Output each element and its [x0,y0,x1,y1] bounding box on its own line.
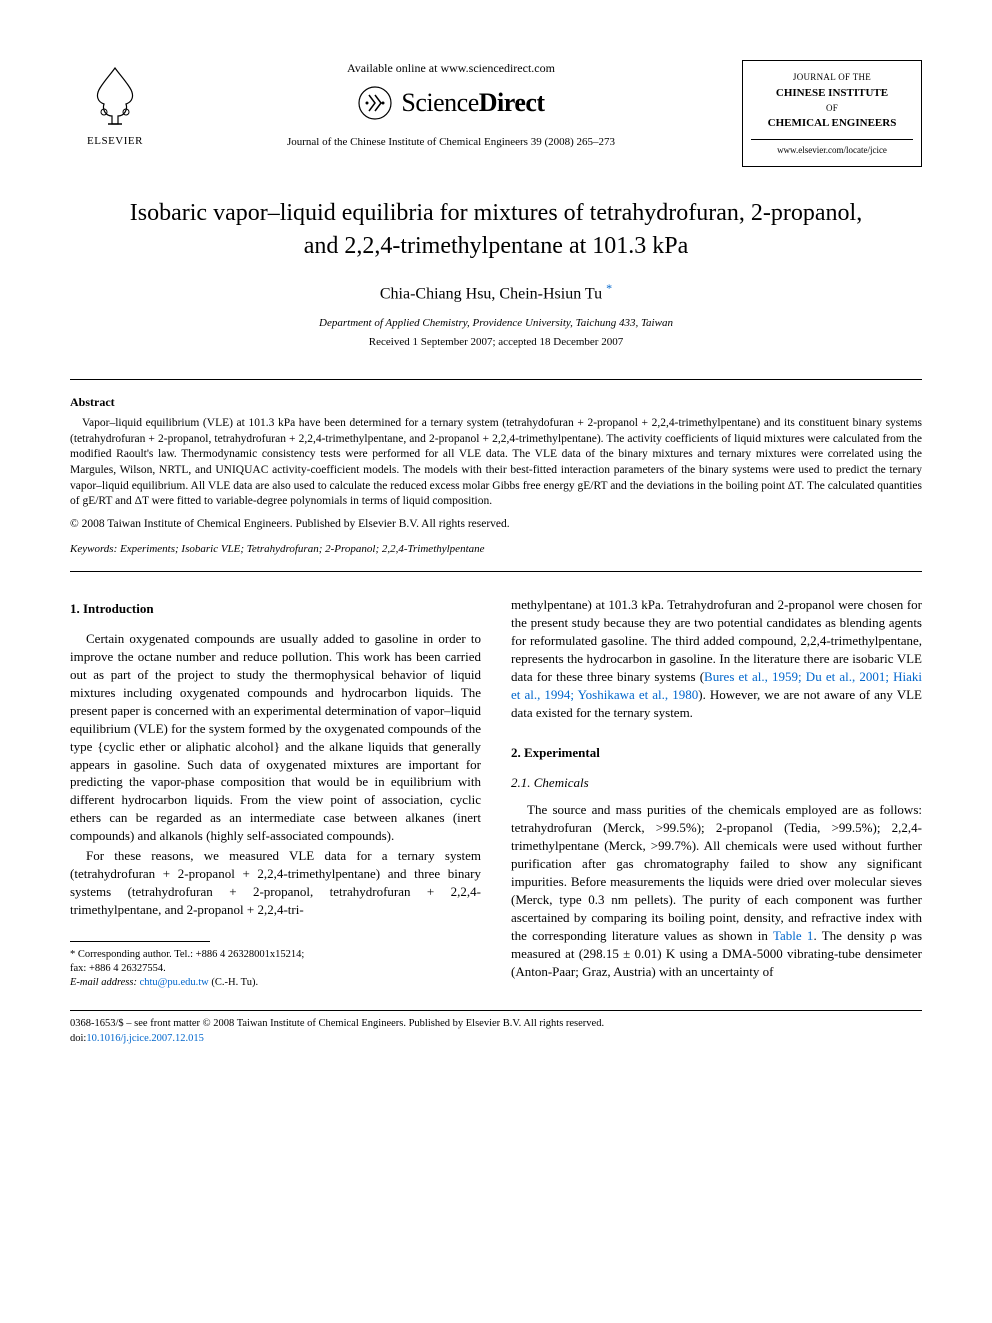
footer-block: 0368-1653/$ – see front matter © 2008 Ta… [70,1017,922,1045]
keywords-label: Keywords: [70,543,117,555]
elsevier-label: ELSEVIER [87,134,143,149]
email-suffix: (C.-H. Tu). [209,977,258,988]
sciencedirect-text: ScienceDirect [401,85,544,121]
footer-rule [70,1010,922,1011]
chemicals-heading: 2.1. Chemicals [511,774,922,792]
corresponding-author-mark: * [606,281,612,295]
doi-link[interactable]: 10.1016/j.jcice.2007.12.015 [86,1033,204,1044]
spacer [511,722,922,740]
abstract-body: Vapor–liquid equilibrium (VLE) at 101.3 … [70,417,922,507]
intro-paragraph-2: For these reasons, we measured VLE data … [70,847,481,919]
journal-box-divider [751,139,913,140]
footnote-rule [70,941,210,942]
keywords-line: Keywords: Experiments; Isobaric VLE; Tet… [70,542,922,557]
header-row: ELSEVIER Available online at www.science… [70,60,922,167]
table-1-ref[interactable]: Table 1 [773,928,813,943]
footnote-fax: fax: +886 4 26327554. [70,962,481,976]
footnote-tel: * Corresponding author. Tel.: +886 4 263… [70,948,481,962]
journal-box-line1: JOURNAL OF THE [751,71,913,84]
right-column: methylpentane) at 101.3 kPa. Tetrahydrof… [511,596,922,990]
affiliation: Department of Applied Chemistry, Provide… [70,316,922,331]
journal-title-box: JOURNAL OF THE CHINESE INSTITUTE OF CHEM… [742,60,922,167]
elsevier-publisher-block: ELSEVIER [70,60,160,149]
authors-line: Chia-Chiang Hsu, Chein-Hsiun Tu * [70,280,922,306]
rule-below-abstract [70,571,922,572]
available-online-text: Available online at www.sciencedirect.co… [180,60,722,77]
journal-box-line4: CHEMICAL ENGINEERS [751,116,913,130]
journal-box-line3: OF [751,102,913,115]
two-column-body: 1. Introduction Certain oxygenated compo… [70,596,922,990]
introduction-heading: 1. Introduction [70,600,481,618]
journal-citation: Journal of the Chinese Institute of Chem… [180,135,722,150]
elsevier-tree-icon [80,60,150,130]
doi-line: doi:10.1016/j.jcice.2007.12.015 [70,1032,922,1046]
page-container: ELSEVIER Available online at www.science… [0,0,992,1086]
sciencedirect-icon [357,85,393,121]
email-link[interactable]: chtu@pu.edu.tw [140,977,209,988]
abstract-heading: Abstract [70,394,922,411]
center-header: Available online at www.sciencedirect.co… [160,60,742,151]
article-title: Isobaric vapor–liquid equilibria for mix… [110,197,882,262]
sciencedirect-logo: ScienceDirect [180,85,722,121]
intro-paragraph-2-continued: methylpentane) at 101.3 kPa. Tetrahydrof… [511,596,922,722]
email-label: E-mail address: [70,977,137,988]
journal-box-url: www.elsevier.com/locate/jcice [751,144,913,157]
intro-paragraph-1: Certain oxygenated compounds are usually… [70,630,481,845]
issn-copyright-line: 0368-1653/$ – see front matter © 2008 Ta… [70,1017,922,1031]
journal-box-line2: CHINESE INSTITUTE [751,86,913,100]
sd-prefix: Science [401,88,478,117]
sd-suffix: Direct [479,88,545,117]
authors-text: Chia-Chiang Hsu, Chein-Hsiun Tu [380,285,602,302]
footnote-email-line: E-mail address: chtu@pu.edu.tw (C.-H. Tu… [70,976,481,990]
keywords-text: Experiments; Isobaric VLE; Tetrahydrofur… [117,543,484,555]
doi-label: doi: [70,1033,86,1044]
article-dates: Received 1 September 2007; accepted 18 D… [70,335,922,350]
experimental-heading: 2. Experimental [511,744,922,762]
rule-above-abstract [70,379,922,380]
chemicals-paragraph-1: The source and mass purities of the chem… [511,801,922,980]
abstract-copyright: © 2008 Taiwan Institute of Chemical Engi… [70,516,922,532]
corresponding-author-footnote: * Corresponding author. Tel.: +886 4 263… [70,948,481,991]
left-column: 1. Introduction Certain oxygenated compo… [70,596,481,990]
abstract-text: Vapor–liquid equilibrium (VLE) at 101.3 … [70,416,922,509]
chem-p1a: The source and mass purities of the chem… [511,802,922,943]
